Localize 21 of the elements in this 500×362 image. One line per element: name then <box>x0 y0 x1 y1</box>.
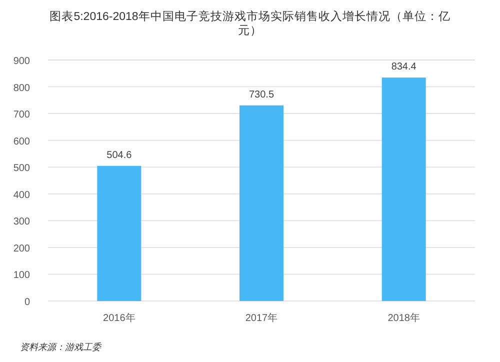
bar <box>382 78 426 301</box>
data-label: 504.6 <box>106 150 132 161</box>
x-tick-label: 2017年 <box>245 312 278 324</box>
bar <box>97 166 142 301</box>
y-tick-label: 600 <box>13 136 30 148</box>
y-tick-label: 400 <box>13 190 30 201</box>
y-tick-label: 500 <box>13 163 30 174</box>
chart-title: 图表5:2016-2018年中国电子竞技游戏市场实际销售收入增长情况（单位：亿元） <box>50 9 450 37</box>
x-tick-label: 2016年 <box>103 312 136 324</box>
y-tick-label: 0 <box>24 297 30 308</box>
bar <box>240 105 284 301</box>
y-tick-label: 100 <box>13 270 30 282</box>
data-label: 834.4 <box>391 62 417 73</box>
y-tick-label: 800 <box>13 82 30 94</box>
x-tick-label: 2018年 <box>388 312 420 324</box>
y-tick-label: 700 <box>13 110 30 121</box>
data-label: 730.5 <box>248 89 274 100</box>
y-tick-label: 200 <box>13 243 30 254</box>
y-tick-label: 900 <box>13 56 30 67</box>
text: 资料来源：游戏工委 <box>20 342 102 352</box>
y-tick-label: 300 <box>13 216 30 228</box>
